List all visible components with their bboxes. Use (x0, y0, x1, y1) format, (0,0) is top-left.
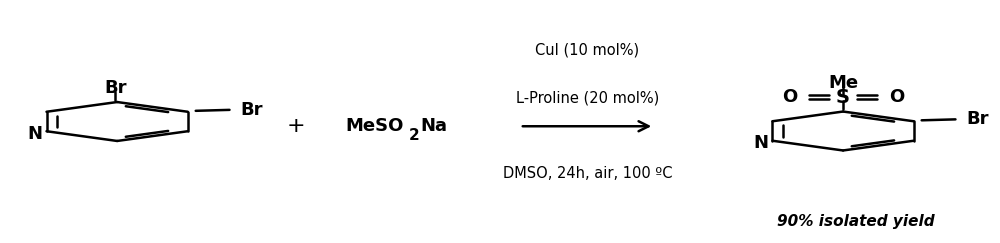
Text: O: O (782, 88, 797, 106)
Text: Br: Br (240, 101, 263, 119)
Text: Br: Br (966, 110, 989, 128)
Text: +: + (287, 116, 305, 136)
Text: DMSO, 24h, air, 100 ºC: DMSO, 24h, air, 100 ºC (503, 166, 672, 181)
Text: S: S (836, 88, 850, 107)
Text: Br: Br (104, 79, 126, 97)
Text: N: N (753, 134, 768, 152)
Text: L-Proline (20 mol%): L-Proline (20 mol%) (516, 90, 659, 105)
Text: O: O (889, 88, 904, 106)
Text: MeSO: MeSO (346, 117, 404, 135)
Text: 90% isolated yield: 90% isolated yield (777, 214, 935, 229)
Text: 2: 2 (409, 128, 419, 143)
Text: CuI (10 mol%): CuI (10 mol%) (535, 43, 640, 58)
Text: Na: Na (420, 117, 447, 135)
Text: N: N (27, 125, 42, 143)
Text: Me: Me (828, 74, 858, 92)
